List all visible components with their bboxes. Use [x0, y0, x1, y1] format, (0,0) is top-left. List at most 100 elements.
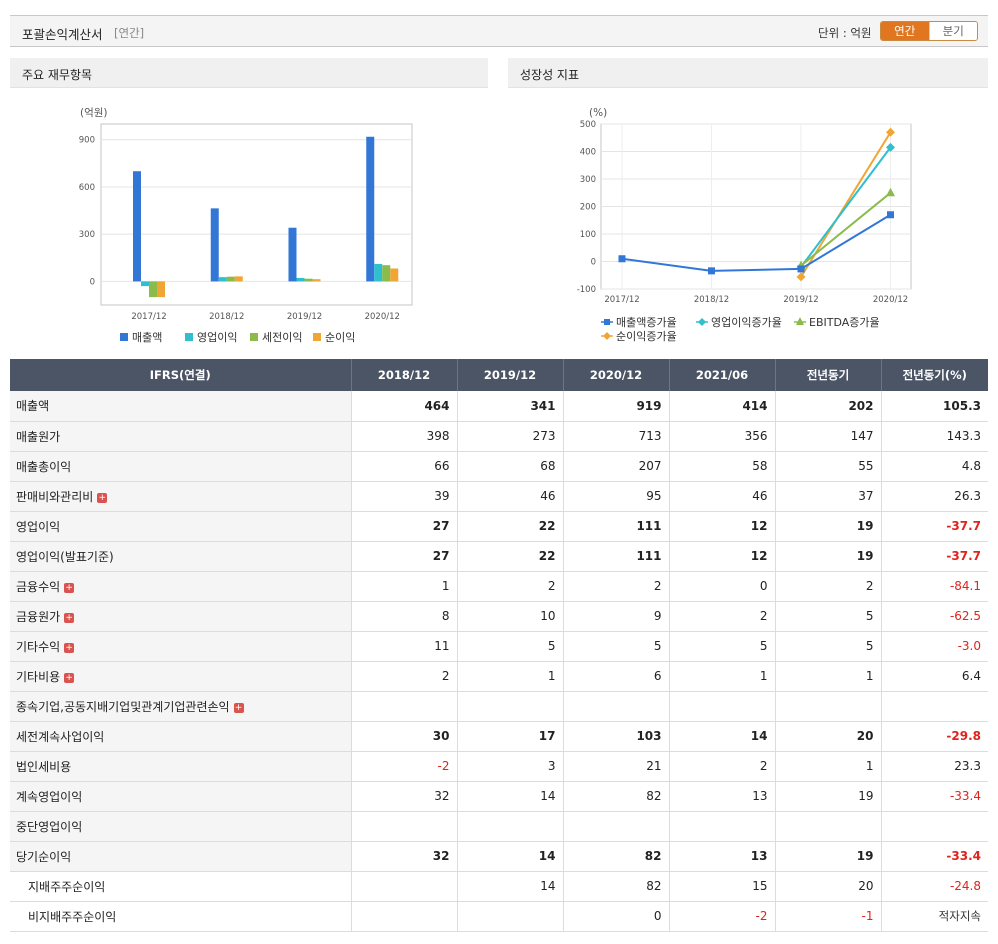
value-cell: [562, 691, 669, 722]
value-cell: 66: [350, 451, 457, 482]
row-label: 금융원가: [16, 609, 61, 624]
value-cell: 적자지속: [880, 901, 988, 932]
row-label: 비지배주주순이익: [28, 909, 117, 924]
cell-value: -62.5: [949, 609, 981, 623]
value-cell: -1: [774, 901, 881, 932]
value-cell: 6: [562, 661, 669, 692]
bar: [374, 263, 383, 282]
row-label-cell: 비지배주주순이익: [10, 901, 351, 932]
bar-y-axis-label: (억원): [80, 107, 108, 119]
cell-value: 273: [532, 429, 556, 443]
table-row: 영업이익 27 22 111 12 19 -37.7: [10, 510, 988, 542]
legend-label: 영업이익: [197, 331, 237, 344]
row-label-cell: 기타수익 +: [10, 631, 351, 662]
cell-value: 103: [636, 729, 662, 743]
value-cell: 46: [456, 481, 563, 512]
statement-header: 포괄손익계산서 [연간] 단위 : 억원 연간 분기: [10, 15, 988, 47]
table-row: 기타수익 +11 5 5 5 5 -3.0: [10, 631, 988, 662]
value-cell: 14: [456, 840, 563, 872]
bar: [390, 268, 399, 282]
row-label: 세전계속사업이익: [16, 729, 105, 744]
quarter-toggle-button[interactable]: 분기: [928, 22, 977, 40]
cell-value: -37.7: [946, 519, 981, 533]
table-row: 계속영업이익 32 14 82 13 19 -33.4: [10, 781, 988, 812]
table-row: 매출원가 398 273 713 356 147 143.3: [10, 421, 988, 452]
expand-plus-icon[interactable]: +: [64, 672, 75, 683]
line-x-tick-label: 2018/12: [694, 295, 729, 305]
value-cell: 19: [774, 541, 881, 572]
expand-plus-icon[interactable]: +: [64, 582, 75, 593]
value-cell: 5: [774, 601, 881, 632]
value-cell: 1: [350, 571, 457, 602]
cell-value: 1: [441, 579, 450, 593]
cell-value: 32: [432, 849, 450, 863]
value-cell: 39: [350, 481, 457, 512]
value-cell: 14: [668, 720, 775, 752]
cell-value: 2: [759, 759, 768, 773]
growth-panel-title: 성장성 지표: [520, 68, 580, 82]
row-label: 영업이익: [16, 519, 61, 534]
value-cell: [668, 691, 775, 722]
cell-value: 1: [865, 669, 874, 683]
cell-value: 20: [856, 729, 874, 743]
value-cell: -24.8: [880, 871, 988, 902]
bar-plot-area: [100, 123, 413, 306]
cell-value: 6.4: [961, 669, 981, 683]
bar: [141, 281, 149, 287]
expand-plus-icon[interactable]: +: [64, 612, 75, 623]
expand-plus-icon[interactable]: +: [64, 642, 75, 653]
cell-value: 147: [850, 429, 874, 443]
table-row: 영업이익(발표기준) 27 22 111 12 19 -37.7: [10, 541, 988, 572]
value-cell: 11: [350, 631, 457, 662]
expand-plus-icon[interactable]: +: [233, 702, 244, 713]
value-cell: 147: [774, 421, 881, 452]
value-cell: -3.0: [880, 631, 988, 662]
value-cell: 21: [562, 751, 669, 782]
value-cell: 1: [456, 661, 563, 692]
value-cell: [880, 811, 988, 842]
value-cell: 17: [456, 720, 563, 752]
value-cell: 111: [562, 510, 669, 542]
cell-value: 14: [540, 789, 556, 803]
series-point: [797, 265, 805, 273]
table-row: 중단영업이익: [10, 811, 988, 842]
line-x-tick-label: 2019/12: [783, 295, 818, 305]
cell-value: -2: [437, 759, 450, 773]
row-label-cell: 영업이익: [10, 510, 351, 542]
cell-value: 13: [752, 789, 768, 803]
value-cell: 27: [350, 510, 457, 542]
statement-title: 포괄손익계산서: [22, 27, 103, 42]
value-cell: 713: [562, 421, 669, 452]
cell-value: 111: [636, 549, 662, 563]
value-cell: -37.7: [880, 541, 988, 572]
cell-value: 6: [653, 669, 662, 683]
cell-value: 341: [530, 398, 556, 413]
bar-y-tick-label: 300: [79, 230, 95, 240]
value-cell: 0: [562, 901, 669, 932]
value-cell: 5: [668, 631, 775, 662]
expand-plus-icon[interactable]: +: [97, 492, 108, 503]
cell-value: 2: [759, 609, 768, 623]
series-point: [886, 187, 895, 197]
cell-value: 22: [538, 519, 556, 533]
line-y-tick-label: 400: [580, 148, 596, 158]
cell-value: 82: [646, 789, 662, 803]
cell-value: 14: [540, 879, 556, 893]
cell-value: 17: [538, 729, 556, 743]
value-cell: 20: [774, 720, 881, 752]
bar-y-tick-label: 900: [79, 136, 95, 146]
table-row: 세전계속사업이익 30 17 103 14 20 -29.8: [10, 720, 988, 752]
row-label-cell: 매출원가: [10, 421, 351, 452]
table-row: 비지배주주순이익 0 -2 -1 적자지속: [10, 901, 988, 932]
value-cell: 19: [774, 840, 881, 872]
value-cell: 207: [562, 451, 669, 482]
value-cell: 3: [456, 751, 563, 782]
statement-period-label: [연간]: [114, 26, 145, 40]
table-row: 법인세비용 -2 3 21 2 1 23.3: [10, 751, 988, 782]
annual-toggle-button[interactable]: 연간: [881, 22, 929, 40]
cell-value: 1: [547, 669, 556, 683]
value-cell: 82: [562, 840, 669, 872]
cell-value: 23.3: [954, 759, 981, 773]
cell-value: 356: [744, 429, 768, 443]
row-label: 기타수익: [16, 639, 61, 654]
